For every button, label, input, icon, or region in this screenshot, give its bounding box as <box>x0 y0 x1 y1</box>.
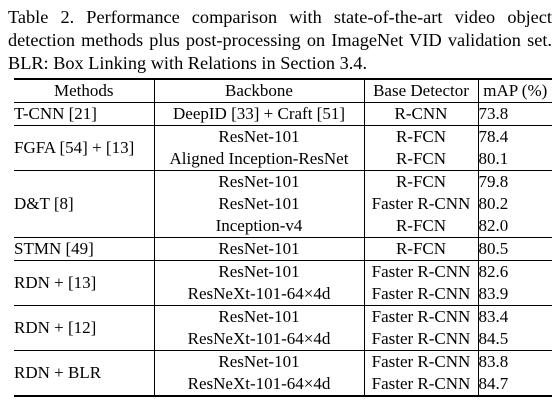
backbone-cell: Aligned Inception-ResNet <box>154 148 365 171</box>
map-cell: 84.5 <box>478 329 509 348</box>
header-base-detector: Base Detector <box>364 79 479 103</box>
method-cell: FGFA [54] + [13] <box>14 125 155 171</box>
table-row: Inception-v4 R-FCN 82.0 <box>14 215 552 238</box>
base-detector-cell: R-CNN <box>364 102 479 126</box>
results-table: Methods Backbone Base Detector mAP (%) T… <box>14 78 552 397</box>
map-cell: 83.8 <box>478 352 509 371</box>
backbone-cell: ResNet-101 <box>154 170 365 193</box>
method-cell: RDN + BLR <box>14 350 155 396</box>
header-methods: Methods <box>14 79 155 103</box>
method-group: RDN + [13] ResNet-101 Faster R-CNN 82.6 ResN… <box>14 260 552 306</box>
table-row: T-CNN [21] DeepID [33] + Craft [51] R-CNN 7… <box>14 102 552 126</box>
base-detector-cell: Faster R-CNN <box>364 350 479 373</box>
table-row: ResNeXt-101-64×4d Faster R-CNN 83.9 <box>14 283 552 306</box>
backbone-cell: DeepID [33] + Craft [51] <box>154 102 365 126</box>
map-cell: 80.1 <box>478 149 509 168</box>
table-row: ResNeXt-101-64×4d Faster R-CNN 84.7 <box>14 373 552 396</box>
base-detector-cell: R-FCN <box>364 170 479 193</box>
table-row: Aligned Inception-ResNet R-FCN 80.1 <box>14 148 552 171</box>
map-cell: 83.9 <box>478 284 509 303</box>
base-detector-cell: Faster R-CNN <box>364 305 479 328</box>
map-cell: 82.0 <box>478 216 509 235</box>
table-row: FGFA [54] + [13] ResNet-101 R-FCN 78.4 <box>14 125 552 171</box>
backbone-cell: ResNeXt-101-64×4d <box>154 373 365 396</box>
map-cell: 73.8 <box>478 104 509 123</box>
method-cell: STMN [49] <box>14 237 155 261</box>
map-cell: 83.4 <box>478 307 509 326</box>
backbone-cell: ResNet-101 <box>154 193 365 215</box>
map-cell: 78.4 <box>478 127 509 146</box>
method-group: T-CNN [21] DeepID [33] + Craft [51] R-CNN 7… <box>14 102 552 126</box>
backbone-cell: ResNet-101 <box>154 350 365 373</box>
method-cell: T-CNN [21] <box>14 102 155 126</box>
method-group: RDN + [12] ResNet-101 Faster R-CNN 83.4 ResN… <box>14 305 552 351</box>
method-cell: D&T [8] <box>14 170 155 238</box>
backbone-cell: ResNet-101 <box>154 260 365 283</box>
table-row: ResNeXt-101-64×4d Faster R-CNN 84.5 <box>14 328 552 351</box>
header-backbone: Backbone <box>154 79 365 103</box>
method-group: STMN [49] ResNet-101 R-FCN 80.5 <box>14 237 552 261</box>
method-group: FGFA [54] + [13] ResNet-101 R-FCN 78.4 Align… <box>14 125 552 171</box>
backbone-cell: ResNet-101 <box>154 125 365 148</box>
table-caption: Table 2. Performance comparison with sta… <box>8 7 552 73</box>
backbone-cell: ResNet-101 <box>154 305 365 328</box>
method-group: RDN + BLR ResNet-101 Faster R-CNN 83.8 ResNe… <box>14 350 552 396</box>
table-header: Methods Backbone Base Detector mAP (%) <box>14 79 552 103</box>
base-detector-cell: R-FCN <box>364 125 479 148</box>
backbone-cell: Inception-v4 <box>154 215 365 238</box>
table-row: D&T [8] ResNet-101 R-FCN 79.8 <box>14 170 552 238</box>
base-detector-cell: Faster R-CNN <box>364 328 479 351</box>
header-row: Methods Backbone Base Detector mAP (%) <box>14 79 552 103</box>
map-cell: 79.8 <box>478 172 509 191</box>
backbone-cell: ResNet-101 <box>154 237 365 261</box>
base-detector-cell: Faster R-CNN <box>364 373 479 396</box>
method-group: D&T [8] ResNet-101 R-FCN 79.8 ResNet-101 Fast… <box>14 170 552 238</box>
header-map: mAP (%) <box>483 81 548 100</box>
table-row: ResNet-101 Faster R-CNN 80.2 <box>14 193 552 215</box>
base-detector-cell: Faster R-CNN <box>364 260 479 283</box>
base-detector-cell: R-FCN <box>364 237 479 261</box>
base-detector-cell: R-FCN <box>364 215 479 238</box>
backbone-cell: ResNeXt-101-64×4d <box>154 283 365 306</box>
table-row: RDN + [12] ResNet-101 Faster R-CNN 83.4 <box>14 305 552 351</box>
table-row: RDN + BLR ResNet-101 Faster R-CNN 83.8 <box>14 350 552 396</box>
method-cell: RDN + [12] <box>14 305 155 351</box>
backbone-cell: ResNeXt-101-64×4d <box>154 328 365 351</box>
table-row: STMN [49] ResNet-101 R-FCN 80.5 <box>14 237 552 261</box>
map-cell: 82.6 <box>478 262 509 281</box>
base-detector-cell: Faster R-CNN <box>364 283 479 306</box>
map-cell: 80.5 <box>478 239 509 258</box>
table-row: RDN + [13] ResNet-101 Faster R-CNN 82.6 <box>14 260 552 306</box>
map-cell: 80.2 <box>478 194 509 213</box>
base-detector-cell: R-FCN <box>364 148 479 171</box>
base-detector-cell: Faster R-CNN <box>364 193 479 215</box>
map-cell: 84.7 <box>478 374 509 393</box>
method-cell: RDN + [13] <box>14 260 155 306</box>
